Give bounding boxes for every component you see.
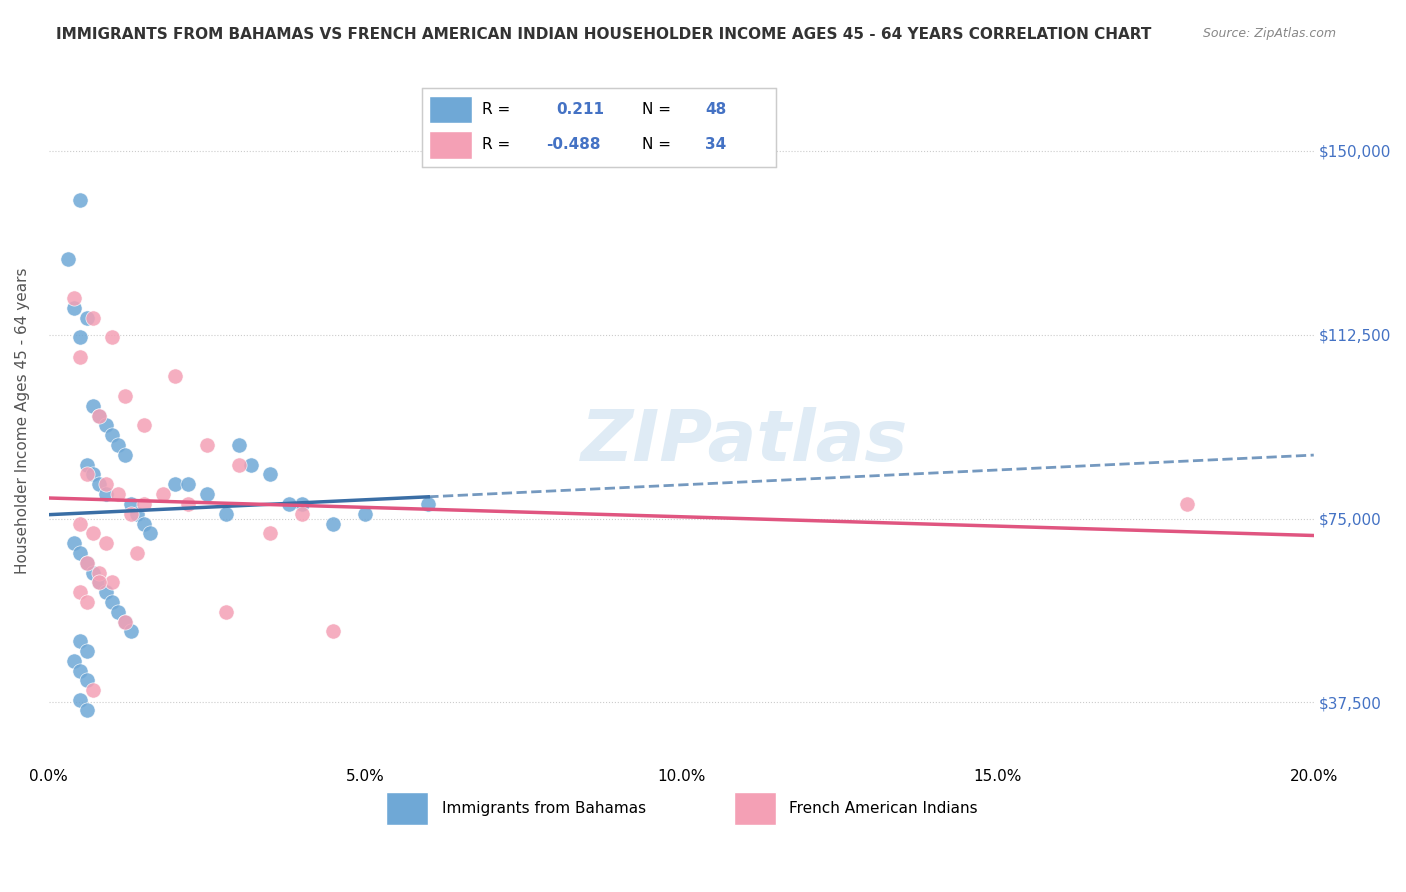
Point: [89, 566, 111, 580]
Point: [1175, 497, 1198, 511]
Point: [291, 497, 314, 511]
Point: [114, 615, 136, 629]
Point: [94, 418, 117, 433]
Point: [82, 467, 104, 482]
Point: [139, 526, 162, 541]
Y-axis label: Householder Income Ages 45 - 64 years: Householder Income Ages 45 - 64 years: [15, 268, 30, 574]
Point: [101, 595, 124, 609]
Point: [354, 507, 377, 521]
Point: [107, 605, 129, 619]
Point: [120, 497, 142, 511]
Point: [127, 507, 149, 521]
Point: [107, 438, 129, 452]
Point: [94, 585, 117, 599]
Text: IMMIGRANTS FROM BAHAMAS VS FRENCH AMERICAN INDIAN HOUSEHOLDER INCOME AGES 45 - 6: IMMIGRANTS FROM BAHAMAS VS FRENCH AMERIC…: [56, 27, 1152, 42]
Point: [132, 516, 155, 531]
Point: [89, 575, 111, 590]
Point: [195, 487, 218, 501]
Point: [69, 664, 91, 678]
Point: [94, 487, 117, 501]
Point: [240, 458, 263, 472]
Point: [107, 487, 129, 501]
Point: [114, 448, 136, 462]
Point: [89, 575, 111, 590]
Point: [101, 575, 124, 590]
Point: [63, 536, 86, 550]
Point: [132, 418, 155, 433]
Point: [82, 310, 104, 325]
Point: [228, 438, 250, 452]
Point: [89, 409, 111, 423]
Point: [63, 291, 86, 305]
Point: [278, 497, 301, 511]
Point: [69, 330, 91, 344]
Point: [101, 330, 124, 344]
Point: [56, 252, 79, 266]
Point: [69, 516, 91, 531]
Point: [69, 546, 91, 560]
Point: [69, 350, 91, 364]
Point: [76, 644, 98, 658]
Point: [120, 624, 142, 639]
Point: [76, 595, 98, 609]
Point: [82, 566, 104, 580]
Point: [120, 507, 142, 521]
Point: [76, 458, 98, 472]
Point: [76, 703, 98, 717]
Point: [127, 546, 149, 560]
Point: [89, 409, 111, 423]
Point: [165, 477, 187, 491]
Point: [132, 497, 155, 511]
Point: [322, 624, 344, 639]
Point: [152, 487, 174, 501]
Point: [69, 585, 91, 599]
Point: [177, 497, 200, 511]
Point: [114, 389, 136, 403]
Point: [63, 654, 86, 668]
Point: [259, 467, 281, 482]
Point: [94, 536, 117, 550]
Point: [114, 615, 136, 629]
Point: [259, 526, 281, 541]
Point: [195, 438, 218, 452]
Point: [76, 467, 98, 482]
Point: [63, 301, 86, 315]
Point: [76, 556, 98, 570]
Point: [69, 634, 91, 648]
Point: [76, 673, 98, 688]
Point: [76, 310, 98, 325]
Point: [418, 497, 440, 511]
Point: [82, 399, 104, 413]
Point: [291, 507, 314, 521]
Point: [215, 605, 238, 619]
Point: [228, 458, 250, 472]
Point: [76, 556, 98, 570]
Point: [69, 693, 91, 707]
Point: [215, 507, 238, 521]
Point: [82, 526, 104, 541]
Text: Source: ZipAtlas.com: Source: ZipAtlas.com: [1202, 27, 1336, 40]
Point: [89, 477, 111, 491]
Point: [322, 516, 344, 531]
Point: [177, 477, 200, 491]
Point: [69, 193, 91, 207]
Point: [82, 683, 104, 698]
Point: [101, 428, 124, 442]
Point: [165, 369, 187, 384]
Point: [94, 477, 117, 491]
Text: ZIPatlas: ZIPatlas: [581, 407, 908, 475]
